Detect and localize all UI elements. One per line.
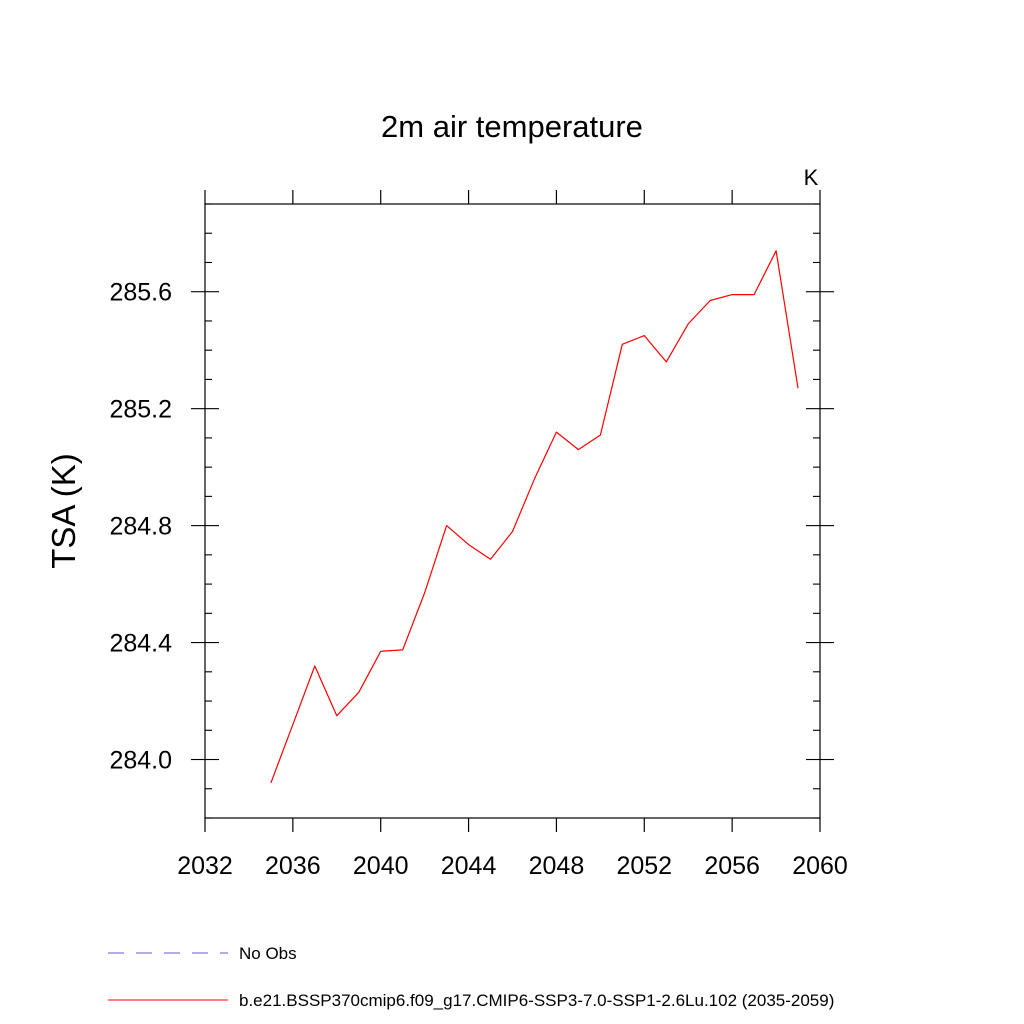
x-tick-label: 2032 xyxy=(177,852,233,880)
y-tick-label: 284.0 xyxy=(109,747,172,775)
x-tick-label: 2056 xyxy=(704,852,760,880)
axis-ticks xyxy=(191,190,834,832)
y-tick-labels: 284.0 284.4 284.8 285.2 285.6 xyxy=(109,279,172,775)
x-tick-label: 2060 xyxy=(792,852,848,880)
y-tick-label: 285.6 xyxy=(109,279,172,307)
legend: No Obs b.e21.BSSP370cmip6.f09_g17.CMIP6-S… xyxy=(108,944,834,1010)
x-tick-labels: 2032 2036 2040 2044 2048 2052 2056 2060 xyxy=(177,852,848,880)
x-tick-label: 2052 xyxy=(616,852,672,880)
y-tick-label: 285.2 xyxy=(109,396,172,424)
y-tick-label: 284.8 xyxy=(109,513,172,541)
units-label: K xyxy=(804,165,819,190)
chart-title: 2m air temperature xyxy=(381,109,643,144)
x-tick-label: 2036 xyxy=(265,852,321,880)
series-line xyxy=(270,250,799,784)
x-tick-label: 2048 xyxy=(529,852,585,880)
x-tick-label: 2040 xyxy=(353,852,409,880)
legend-label: b.e21.BSSP370cmip6.f09_g17.CMIP6-SSP3-7.… xyxy=(239,991,834,1010)
y-tick-label: 284.4 xyxy=(109,630,172,658)
series-layer xyxy=(270,250,799,784)
legend-label: No Obs xyxy=(239,944,297,963)
y-axis-label: TSA (K) xyxy=(45,453,82,569)
x-tick-label: 2044 xyxy=(441,852,497,880)
plot-frame xyxy=(204,203,821,819)
